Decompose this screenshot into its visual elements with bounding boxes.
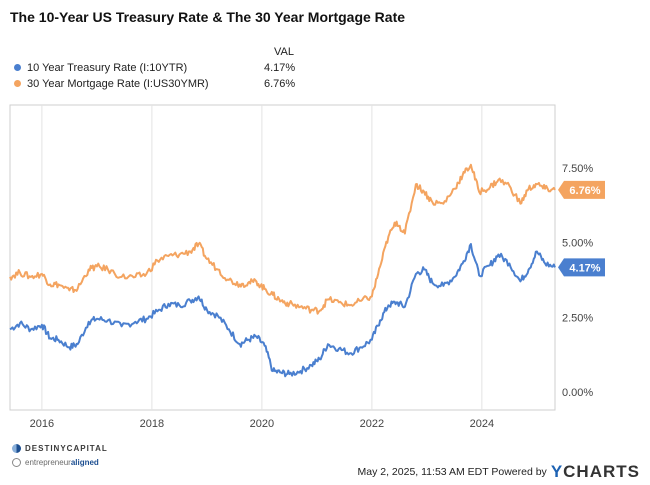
- series-lines: [9, 163, 556, 378]
- x-tick-label: 2020: [250, 418, 274, 430]
- logo2-text-b: aligned: [70, 458, 99, 467]
- legend-value: 6.76%: [264, 78, 296, 90]
- y-tick-label: 0.00%: [562, 387, 593, 399]
- legend-label: 10 Year Treasury Rate (I:10YTR): [27, 62, 188, 74]
- legend-label: 30 Year Mortgage Rate (I:US30YMR): [27, 78, 209, 90]
- legend-item-treasury[interactable]: 10 Year Treasury Rate (I:10YTR) 4.17%: [14, 62, 295, 74]
- advisor-logos: DESTINYCAPITAL entrepreneuraligned: [12, 444, 108, 467]
- plot-area: [9, 104, 556, 411]
- entrepreneur-aligned-mark-icon: [12, 458, 21, 467]
- last-value-label: 6.76%: [569, 185, 600, 197]
- legend-value: 4.17%: [264, 62, 296, 74]
- series-dot-icon: [14, 64, 21, 71]
- y-tick-label: 7.50%: [562, 163, 593, 175]
- legend-header: VAL: [274, 46, 294, 58]
- grid: [41, 105, 483, 410]
- destiny-capital-text: DESTINYCAPITAL: [25, 444, 108, 453]
- logo2-text-a: entrepreneur: [25, 458, 71, 467]
- last-value-label: 4.17%: [569, 262, 600, 274]
- series-dot-icon: [14, 80, 21, 87]
- x-tick-label: 2024: [470, 418, 494, 430]
- chart-title: The 10-Year US Treasury Rate & The 30 Ye…: [10, 9, 406, 25]
- ycharts-logo[interactable]: YCHARTS: [551, 462, 640, 482]
- last-value-tags: 4.17% 6.76%: [558, 180, 605, 277]
- series-line: [9, 163, 556, 315]
- y-axis: 0.00% 2.50% 5.00% 7.50%: [562, 163, 593, 399]
- y-tick-label: 2.50%: [562, 312, 593, 324]
- destiny-capital-mark-icon: [12, 444, 21, 453]
- x-tick-label: 2018: [140, 418, 164, 430]
- x-axis: 2016 2018 2020 2022 2024: [30, 418, 494, 430]
- y-tick-label: 5.00%: [562, 238, 593, 250]
- ycharts-logo-rest: CHARTS: [563, 462, 640, 481]
- x-tick-label: 2022: [360, 418, 384, 430]
- x-tick-label: 2016: [30, 418, 54, 430]
- timestamp: May 2, 2025, 11:53 AM EDT Powered by: [357, 466, 547, 478]
- footer-credit: May 2, 2025, 11:53 AM EDT Powered by YCH…: [358, 462, 641, 482]
- legend-item-mortgage[interactable]: 30 Year Mortgage Rate (I:US30YMR) 6.76%: [14, 78, 295, 90]
- series-line: [9, 243, 556, 378]
- last-value-tag: [558, 180, 605, 199]
- ycharts-logo-y: Y: [550, 462, 564, 481]
- destiny-capital-logo: DESTINYCAPITAL: [12, 444, 108, 453]
- last-value-tag: [558, 258, 605, 277]
- entrepreneur-aligned-logo: entrepreneuraligned: [12, 458, 108, 467]
- plot-border: [9, 104, 556, 411]
